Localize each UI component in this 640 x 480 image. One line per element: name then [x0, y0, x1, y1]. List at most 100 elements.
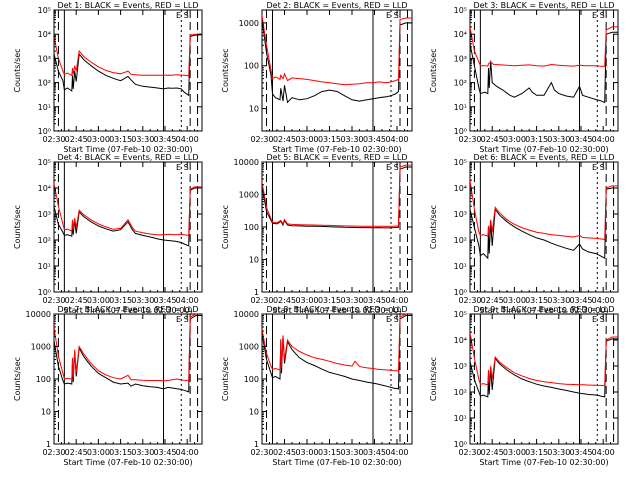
x-axis-label: Start Time (07-Feb-10 02:30:00) — [63, 458, 192, 467]
x-axis-label: Start Time (07-Feb-10 02:30:00) — [272, 306, 401, 315]
y-tick-label: 10⁴ — [38, 184, 51, 193]
x-tick-label: 03:15 — [525, 296, 548, 305]
x-tick-label: 02:30 — [42, 448, 65, 457]
y-tick-label: 10⁵ — [454, 6, 467, 15]
y-tick-label: 10000 — [234, 310, 259, 319]
x-tick-label: 03:45 — [153, 448, 176, 457]
x-tick-label: 02:30 — [458, 448, 481, 457]
x-tick-label: 03:30 — [547, 448, 570, 457]
y-tick-label: 10¹ — [454, 262, 467, 271]
x-tick-label: 02:45 — [481, 296, 504, 305]
panel-3: 02:30 02:45 03:00 03:15 03:30 03:45 04:00 10⁰ 10… — [429, 1, 619, 154]
panel-title: Det 6: BLACK = Events, RED = LLD — [474, 153, 615, 162]
x-axis-label: Start Time (07-Feb-10 02:30:00) — [272, 458, 401, 467]
y-tick-label: 10⁵ — [38, 6, 51, 15]
panel-title: Det 2: BLACK = Events, RED = LLD — [267, 1, 408, 10]
x-axis-label: Start Time (07-Feb-10 02:30:00) — [272, 145, 401, 154]
corner-label: E S — [592, 315, 605, 324]
series-line-events — [54, 187, 202, 247]
x-tick-label: 03:00 — [295, 296, 318, 305]
y-tick-label: 100 — [244, 223, 259, 232]
panel-title: Det 5: BLACK = Events, RED = LLD — [267, 153, 408, 162]
x-tick-label: 02:45 — [65, 448, 88, 457]
y-tick-label: 1000 — [239, 343, 259, 352]
y-tick-label: 10⁵ — [454, 310, 467, 319]
y-tick-label: 10⁰ — [38, 127, 51, 136]
x-tick-label: 04:00 — [176, 296, 199, 305]
x-tick-label: 03:30 — [547, 135, 570, 144]
x-tick-label: 03:15 — [525, 135, 548, 144]
x-tick-label: 02:30 — [42, 296, 65, 305]
corner-label: E S — [176, 315, 189, 324]
plot-frame — [469, 9, 619, 132]
y-tick-label: 10¹ — [454, 103, 467, 112]
y-tick-label: 1000 — [31, 343, 51, 352]
x-tick-label: 03:45 — [569, 135, 592, 144]
x-tick-label: 03:45 — [363, 448, 386, 457]
y-tick-label: 10⁴ — [38, 30, 51, 39]
series-line-lld — [54, 33, 202, 77]
x-tick-label: 03:30 — [340, 448, 363, 457]
x-tick-label: 03:00 — [503, 135, 526, 144]
y-tick-label: 10 — [41, 408, 51, 417]
series-line-lld — [470, 332, 618, 387]
x-tick-label: 03:00 — [87, 448, 110, 457]
y-tick-label: 10³ — [38, 54, 51, 63]
x-tick-label: 03:00 — [87, 135, 110, 144]
y-tick-label: 10 — [249, 105, 259, 114]
plot-frame — [261, 9, 413, 132]
x-axis-label: Start Time (07-Feb-10 02:30:00) — [479, 458, 608, 467]
x-tick-label: 04:00 — [385, 135, 408, 144]
x-tick-label: 03:15 — [109, 135, 132, 144]
y-tick-label: 10⁴ — [454, 184, 467, 193]
y-tick-label: 10³ — [38, 210, 51, 219]
y-tick-label: 100 — [36, 375, 51, 384]
panel-5: 02:30 02:45 03:00 03:15 03:30 03:45 04:00 1 10 10… — [221, 153, 413, 315]
x-tick-label: 03:00 — [503, 448, 526, 457]
x-tick-label: 02:30 — [458, 296, 481, 305]
x-tick-label: 04:00 — [176, 135, 199, 144]
panel-title: Det 8: BLACK = Events, RED = LLD — [267, 305, 408, 314]
series-line-events — [262, 19, 412, 104]
panel-title: Det 7: BLACK = Events, RED = LLD — [58, 305, 199, 314]
y-tick-label: 10⁴ — [454, 336, 467, 345]
x-tick-label: 02:45 — [273, 135, 296, 144]
series-line-lld — [262, 164, 412, 227]
corner-label: E S — [592, 163, 605, 172]
series-line-events — [470, 338, 618, 398]
y-tick-label: 10⁰ — [454, 288, 467, 297]
x-tick-label: 02:45 — [273, 296, 296, 305]
corner-label: E S — [592, 11, 605, 20]
y-tick-label: 100 — [244, 375, 259, 384]
x-tick-label: 04:00 — [385, 296, 408, 305]
x-axis-label: Start Time (07-Feb-10 02:30:00) — [479, 145, 608, 154]
x-tick-label: 04:00 — [592, 448, 615, 457]
series-line-events — [54, 315, 202, 393]
corner-label: E S — [386, 315, 399, 324]
y-tick-label: 10⁰ — [454, 440, 467, 449]
y-tick-label: 1000 — [239, 191, 259, 200]
y-axis-label: Counts/sec — [429, 205, 438, 249]
x-tick-label: 03:45 — [569, 448, 592, 457]
panel-title: Det 4: BLACK = Events, RED = LLD — [58, 153, 199, 162]
plot-frame — [469, 161, 619, 293]
x-tick-label: 03:45 — [153, 296, 176, 305]
corner-label: E S — [176, 11, 189, 20]
y-axis-label: Counts/sec — [429, 357, 438, 401]
x-tick-label: 04:00 — [592, 135, 615, 144]
y-tick-label: 1 — [46, 440, 51, 449]
y-tick-label: 100 — [244, 62, 259, 71]
x-tick-label: 02:30 — [250, 135, 273, 144]
x-tick-label: 02:45 — [481, 135, 504, 144]
x-tick-label: 03:30 — [340, 296, 363, 305]
series-line-events — [470, 187, 618, 260]
series-line-lld — [262, 15, 412, 86]
x-tick-label: 02:30 — [250, 448, 273, 457]
panel-9: 02:30 02:45 03:00 03:15 03:30 03:45 04:00 10⁰ 10… — [429, 305, 619, 467]
y-axis-label: Counts/sec — [13, 205, 22, 249]
x-tick-label: 04:00 — [385, 448, 408, 457]
y-axis-label: Counts/sec — [221, 48, 230, 92]
panel-8: 02:30 02:45 03:00 03:15 03:30 03:45 04:00 1 10 10… — [221, 305, 413, 467]
y-tick-label: 10 — [249, 256, 259, 265]
y-axis-label: Counts/sec — [221, 357, 230, 401]
